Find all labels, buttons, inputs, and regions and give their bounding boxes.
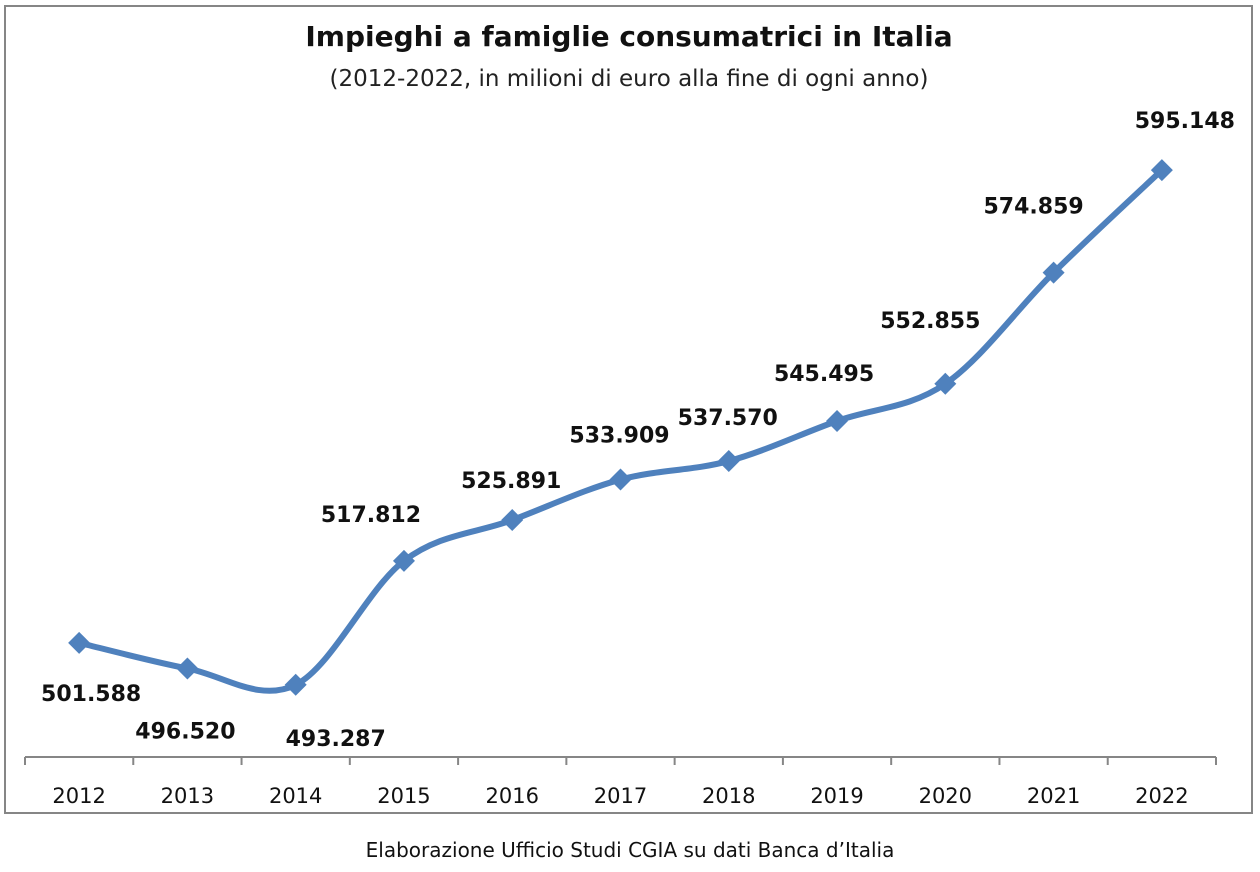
x-tick-label: 2015: [377, 784, 430, 808]
data-point-marker: [284, 673, 307, 696]
plot-area: 501.588 496.520 493.287 517.812 525.891 533.9…: [41, 109, 1235, 752]
data-point-marker: [609, 468, 632, 491]
chart-frame: [4, 5, 1253, 814]
chart-title: Impieghi a famiglie consumatrici in Ital…: [305, 20, 952, 53]
x-tick-label: 2016: [486, 784, 539, 808]
x-tick-label: 2013: [161, 784, 214, 808]
data-label: 552.855: [880, 309, 980, 334]
data-point-marker: [1042, 261, 1065, 284]
data-label: 517.812: [321, 503, 421, 528]
data-point-marker: [68, 631, 91, 654]
data-label: 496.520: [135, 719, 235, 744]
x-tick-label: 2012: [52, 784, 105, 808]
data-label: 501.588: [41, 682, 141, 707]
data-point-marker: [1150, 159, 1173, 182]
data-point-marker: [934, 372, 957, 395]
x-tick-label: 2019: [810, 784, 863, 808]
x-tick-label: 2022: [1135, 784, 1188, 808]
x-tick-label: 2014: [269, 784, 322, 808]
x-tick-label: 2017: [594, 784, 647, 808]
data-label: 574.859: [983, 195, 1083, 220]
data-label: 545.495: [774, 362, 874, 387]
data-label: 595.148: [1135, 109, 1235, 134]
x-tick-label: 2021: [1027, 784, 1080, 808]
line-chart: Impieghi a famiglie consumatrici in Ital…: [24, 20, 1235, 808]
data-label: 537.570: [678, 406, 778, 431]
data-label: 533.909: [569, 424, 669, 449]
data-point-marker: [717, 450, 740, 473]
data-point-marker: [392, 549, 415, 572]
chart-subtitle: (2012-2022, in milioni di euro alla fine…: [330, 66, 929, 92]
data-label: 525.891: [461, 469, 561, 494]
data-point-marker: [176, 657, 199, 680]
source-note: Elaborazione Ufficio Studi CGIA su dati …: [365, 838, 895, 862]
data-label: 493.287: [286, 727, 386, 752]
data-point-marker: [826, 409, 849, 432]
data-point-marker: [501, 509, 524, 532]
x-tick-label: 2020: [919, 784, 972, 808]
x-tick-label: 2018: [702, 784, 755, 808]
x-axis: 2012 2013 2014 2015 2016 2017 2018 2019 2020 2021…: [24, 756, 1217, 808]
